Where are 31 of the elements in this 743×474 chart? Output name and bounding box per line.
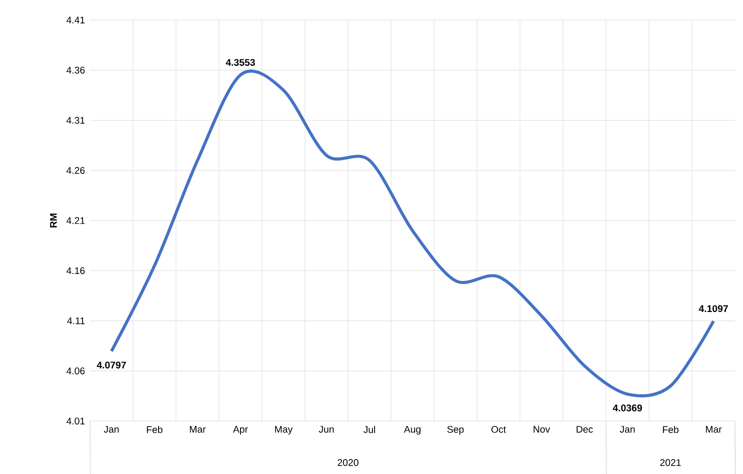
x-tick-label: Mar [706,426,722,433]
y-tick-label: 4.06 [66,368,85,374]
x-tick-label: Apr [232,426,248,435]
x-tick-label: Dec [576,426,593,433]
text: 2021 [660,459,681,466]
x-tick-label: Feb [662,426,678,434]
x-tick-label: Aug [404,426,420,435]
x-tick-label: Jul [363,426,376,434]
y-tick-label: 4.01 [66,418,85,424]
x-tick-label: Feb [146,426,162,434]
x-tick-label: Jan [620,426,635,433]
y-tick-label: 4.26 [66,167,85,174]
y-tick-label: 4.41 [66,16,85,24]
x-tick-label: Mar [190,426,206,433]
data-label: 4.3553 [226,58,255,66]
x-tick-label: Sep [447,426,464,435]
data-label: 4.0797 [96,362,126,368]
data-label: 4.1097 [698,305,728,312]
data-label: 4.0369 [612,404,642,412]
text: 2020 [338,459,358,466]
x-tick-label: Jan [104,426,119,433]
x-tick-label: Jun [318,426,334,433]
y-tick-label: 4.11 [67,317,85,324]
y-tick-label: 4.31 [66,116,85,124]
y-tick-label: 4.36 [66,66,85,74]
x-tick-label: Oct [491,426,506,433]
x-tick-label: Nov [534,426,550,433]
y-tick-label: 4.21 [66,217,85,224]
y-tick-label: 4.16 [66,267,85,274]
x-tick-label: May [275,426,293,435]
y-axis-title: RM [50,214,57,228]
